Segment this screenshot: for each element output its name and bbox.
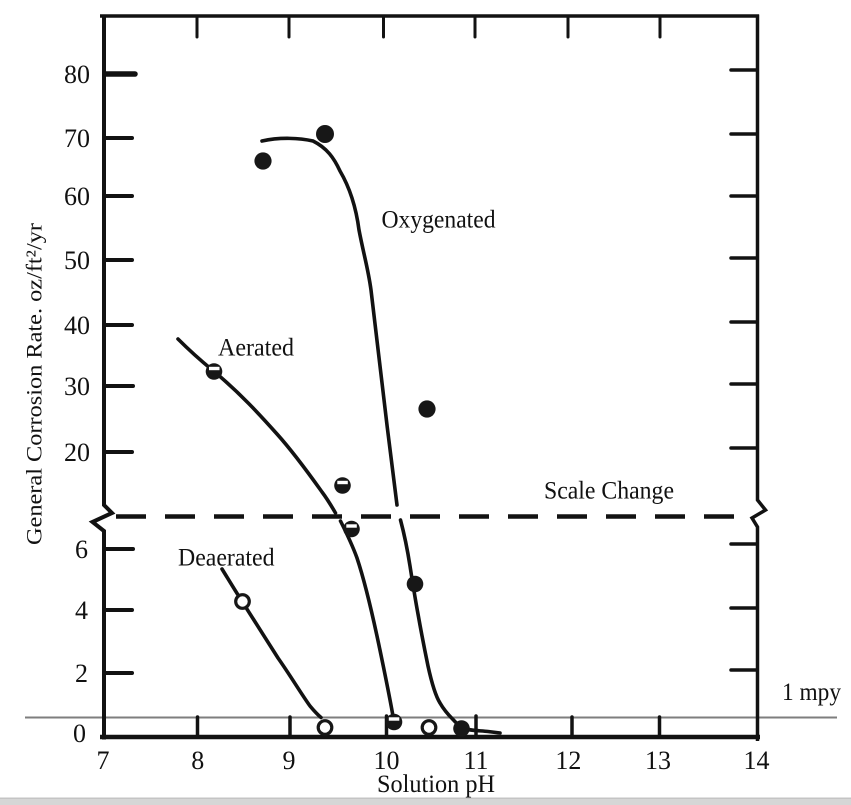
svg-text:0: 0 [73,719,86,748]
svg-text:80: 80 [64,60,90,89]
svg-text:Solution pH: Solution pH [377,771,495,798]
svg-text:Deaerated: Deaerated [178,545,275,572]
svg-text:9: 9 [283,746,296,775]
svg-text:2: 2 [75,659,88,688]
svg-text:12: 12 [555,746,581,775]
svg-text:Oxygenated: Oxygenated [382,207,496,234]
svg-text:Scale Change: Scale Change [544,478,674,505]
svg-text:11: 11 [463,746,488,775]
svg-text:20: 20 [64,438,90,467]
svg-text:6: 6 [75,535,88,564]
svg-text:Aerated: Aerated [218,335,294,362]
svg-text:70: 70 [64,124,90,153]
svg-text:60: 60 [64,182,90,211]
svg-text:13: 13 [645,746,671,775]
svg-text:8: 8 [191,746,204,775]
svg-text:40: 40 [64,311,90,340]
svg-text:14: 14 [744,746,770,775]
svg-text:General Corrosion Rate. oz/ft²: General Corrosion Rate. oz/ft²/yr [22,222,47,545]
svg-text:50: 50 [64,246,90,275]
svg-text:1 mpy: 1 mpy [782,679,841,706]
svg-text:7: 7 [97,746,110,775]
svg-text:4: 4 [75,596,88,625]
svg-text:10: 10 [374,746,400,775]
svg-text:30: 30 [64,372,90,401]
